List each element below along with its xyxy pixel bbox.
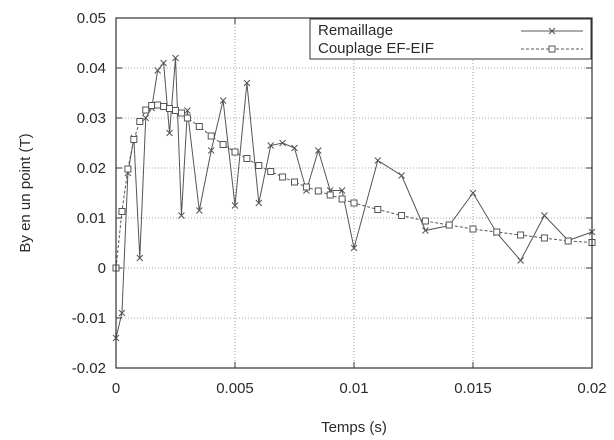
y-tick-label: 0.01 bbox=[77, 210, 106, 227]
data-point-square bbox=[142, 106, 150, 114]
data-point-square bbox=[183, 114, 191, 122]
x-tick-label: 0.005 bbox=[216, 380, 254, 397]
data-point-square bbox=[219, 141, 227, 148]
y-tick-label: -0.02 bbox=[72, 360, 106, 377]
data-point-x bbox=[314, 147, 322, 154]
data-point-x bbox=[178, 212, 185, 219]
y-axis-title: By en un point (T) bbox=[17, 133, 34, 252]
data-point-x bbox=[398, 172, 405, 179]
data-point-square bbox=[130, 136, 138, 143]
data-point-x bbox=[279, 139, 286, 147]
data-point-x bbox=[160, 59, 167, 67]
data-point-x bbox=[166, 129, 173, 137]
legend-marker-x bbox=[548, 27, 556, 35]
data-point-square bbox=[154, 101, 162, 109]
data-point-x bbox=[207, 147, 215, 154]
data-point-x bbox=[374, 157, 382, 164]
data-point-x bbox=[136, 254, 144, 262]
data-point-x bbox=[291, 144, 298, 152]
data-point-square bbox=[445, 221, 453, 229]
data-point-square bbox=[207, 132, 215, 140]
legend-marker-square bbox=[548, 45, 556, 53]
data-point-square bbox=[177, 109, 185, 117]
data-point-square bbox=[338, 195, 346, 203]
data-point-square bbox=[350, 199, 358, 207]
data-point-square bbox=[148, 102, 156, 109]
y-tick-label: 0 bbox=[98, 260, 106, 277]
data-point-square bbox=[493, 228, 501, 236]
data-point-x bbox=[172, 54, 179, 62]
data-point-x bbox=[350, 244, 358, 252]
data-point-x bbox=[154, 67, 162, 74]
x-tick-label: 0.02 bbox=[577, 380, 606, 397]
data-point-square bbox=[136, 118, 144, 125]
data-point-square bbox=[195, 123, 203, 130]
data-point-square bbox=[398, 212, 406, 219]
data-point-square bbox=[517, 231, 525, 239]
x-tick-label: 0 bbox=[112, 380, 120, 397]
data-point-x bbox=[195, 207, 203, 214]
data-point-x bbox=[118, 309, 126, 317]
data-point-square bbox=[166, 105, 174, 112]
data-point-square bbox=[469, 225, 477, 233]
y-axis: -0.02 -0.01 0 0.01 0.02 0.03 0.04 0.05 bbox=[72, 10, 592, 377]
legend-box bbox=[309, 18, 592, 60]
data-point-square bbox=[374, 206, 382, 213]
data-point-square bbox=[421, 217, 429, 225]
x-tick-label: 0.01 bbox=[339, 380, 368, 397]
data-point-x bbox=[338, 187, 346, 194]
data-point-square bbox=[291, 178, 298, 186]
x-tick-label: 0.015 bbox=[454, 380, 492, 397]
x-axis-title: Temps (s) bbox=[321, 419, 387, 436]
data-point-square bbox=[326, 191, 334, 199]
data-point-x bbox=[469, 189, 477, 197]
data-point-x bbox=[142, 114, 150, 122]
data-point-square bbox=[314, 187, 322, 195]
data-point-x bbox=[184, 107, 191, 114]
data-point-square bbox=[564, 237, 572, 245]
data-point-x bbox=[231, 202, 239, 209]
data-point-square bbox=[540, 234, 548, 242]
y-tick-label: 0.03 bbox=[77, 110, 106, 127]
data-point-square bbox=[124, 165, 132, 173]
data-point-square bbox=[267, 168, 275, 175]
y-tick-label: 0.05 bbox=[77, 10, 106, 27]
data-point-square bbox=[243, 155, 251, 162]
y-tick-label: 0.02 bbox=[77, 160, 106, 177]
data-point-square bbox=[160, 103, 168, 110]
data-point-square bbox=[172, 107, 179, 114]
data-point-square bbox=[118, 208, 126, 215]
data-point-x bbox=[243, 79, 251, 87]
y-tick-label: -0.01 bbox=[72, 310, 106, 327]
data-point-x bbox=[255, 199, 263, 207]
data-point-x bbox=[422, 227, 429, 234]
data-point-x bbox=[267, 142, 275, 149]
series-couplage-ef-eif bbox=[112, 101, 596, 272]
legend-label-couplage: Couplage EF-EIF bbox=[318, 40, 434, 57]
data-point-square bbox=[279, 173, 287, 181]
y-tick-label: 0.04 bbox=[77, 60, 106, 77]
data-point-x bbox=[541, 212, 548, 219]
data-point-x bbox=[219, 97, 227, 104]
legend: Remaillage Couplage EF-EIF bbox=[309, 18, 592, 60]
plot-frame bbox=[115, 17, 593, 369]
data-point-square bbox=[255, 162, 263, 169]
series-layer bbox=[112, 54, 596, 342]
data-point-square bbox=[231, 148, 239, 156]
data-point-x bbox=[517, 257, 524, 264]
data-point-square bbox=[302, 183, 310, 191]
legend-label-remaillage: Remaillage bbox=[318, 22, 393, 39]
